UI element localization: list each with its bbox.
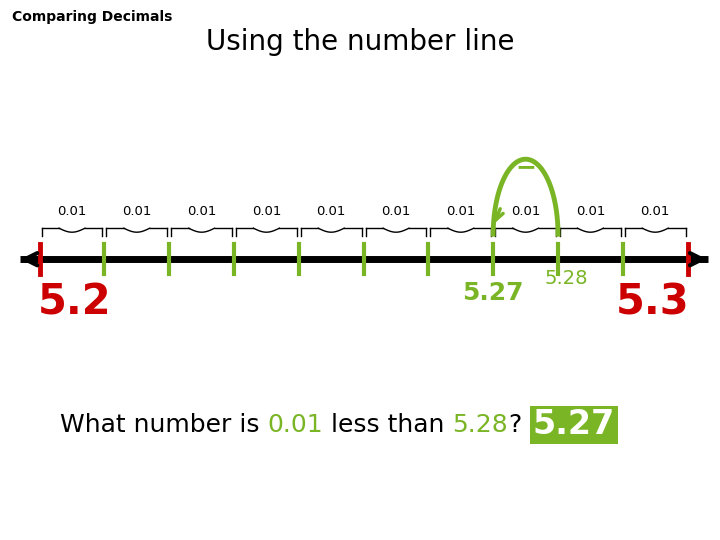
Text: 0.01: 0.01 xyxy=(446,205,475,218)
Text: 0.01: 0.01 xyxy=(511,205,540,218)
Text: 5.27: 5.27 xyxy=(462,281,524,305)
Text: What number is: What number is xyxy=(60,413,268,437)
Text: 0.01: 0.01 xyxy=(317,205,346,218)
Text: 0.01: 0.01 xyxy=(252,205,281,218)
Text: 0.01: 0.01 xyxy=(382,205,410,218)
Text: 5.2: 5.2 xyxy=(37,281,111,323)
Text: 5.28: 5.28 xyxy=(452,413,508,437)
Text: 0.01: 0.01 xyxy=(58,205,86,218)
Text: 5.28: 5.28 xyxy=(544,269,588,288)
Text: Using the number line: Using the number line xyxy=(206,28,514,56)
Text: 5.27: 5.27 xyxy=(532,408,615,442)
FancyBboxPatch shape xyxy=(529,406,618,444)
Text: ?: ? xyxy=(508,413,521,437)
Text: 0.01: 0.01 xyxy=(641,205,670,218)
Text: 0.01: 0.01 xyxy=(187,205,216,218)
Text: 5.3: 5.3 xyxy=(616,281,690,323)
Text: 0.01: 0.01 xyxy=(122,205,151,218)
Text: −: − xyxy=(515,155,536,179)
Text: Comparing Decimals: Comparing Decimals xyxy=(12,10,172,24)
Text: 0.01: 0.01 xyxy=(268,413,323,437)
Text: less than: less than xyxy=(323,413,452,437)
Text: 0.01: 0.01 xyxy=(576,205,605,218)
